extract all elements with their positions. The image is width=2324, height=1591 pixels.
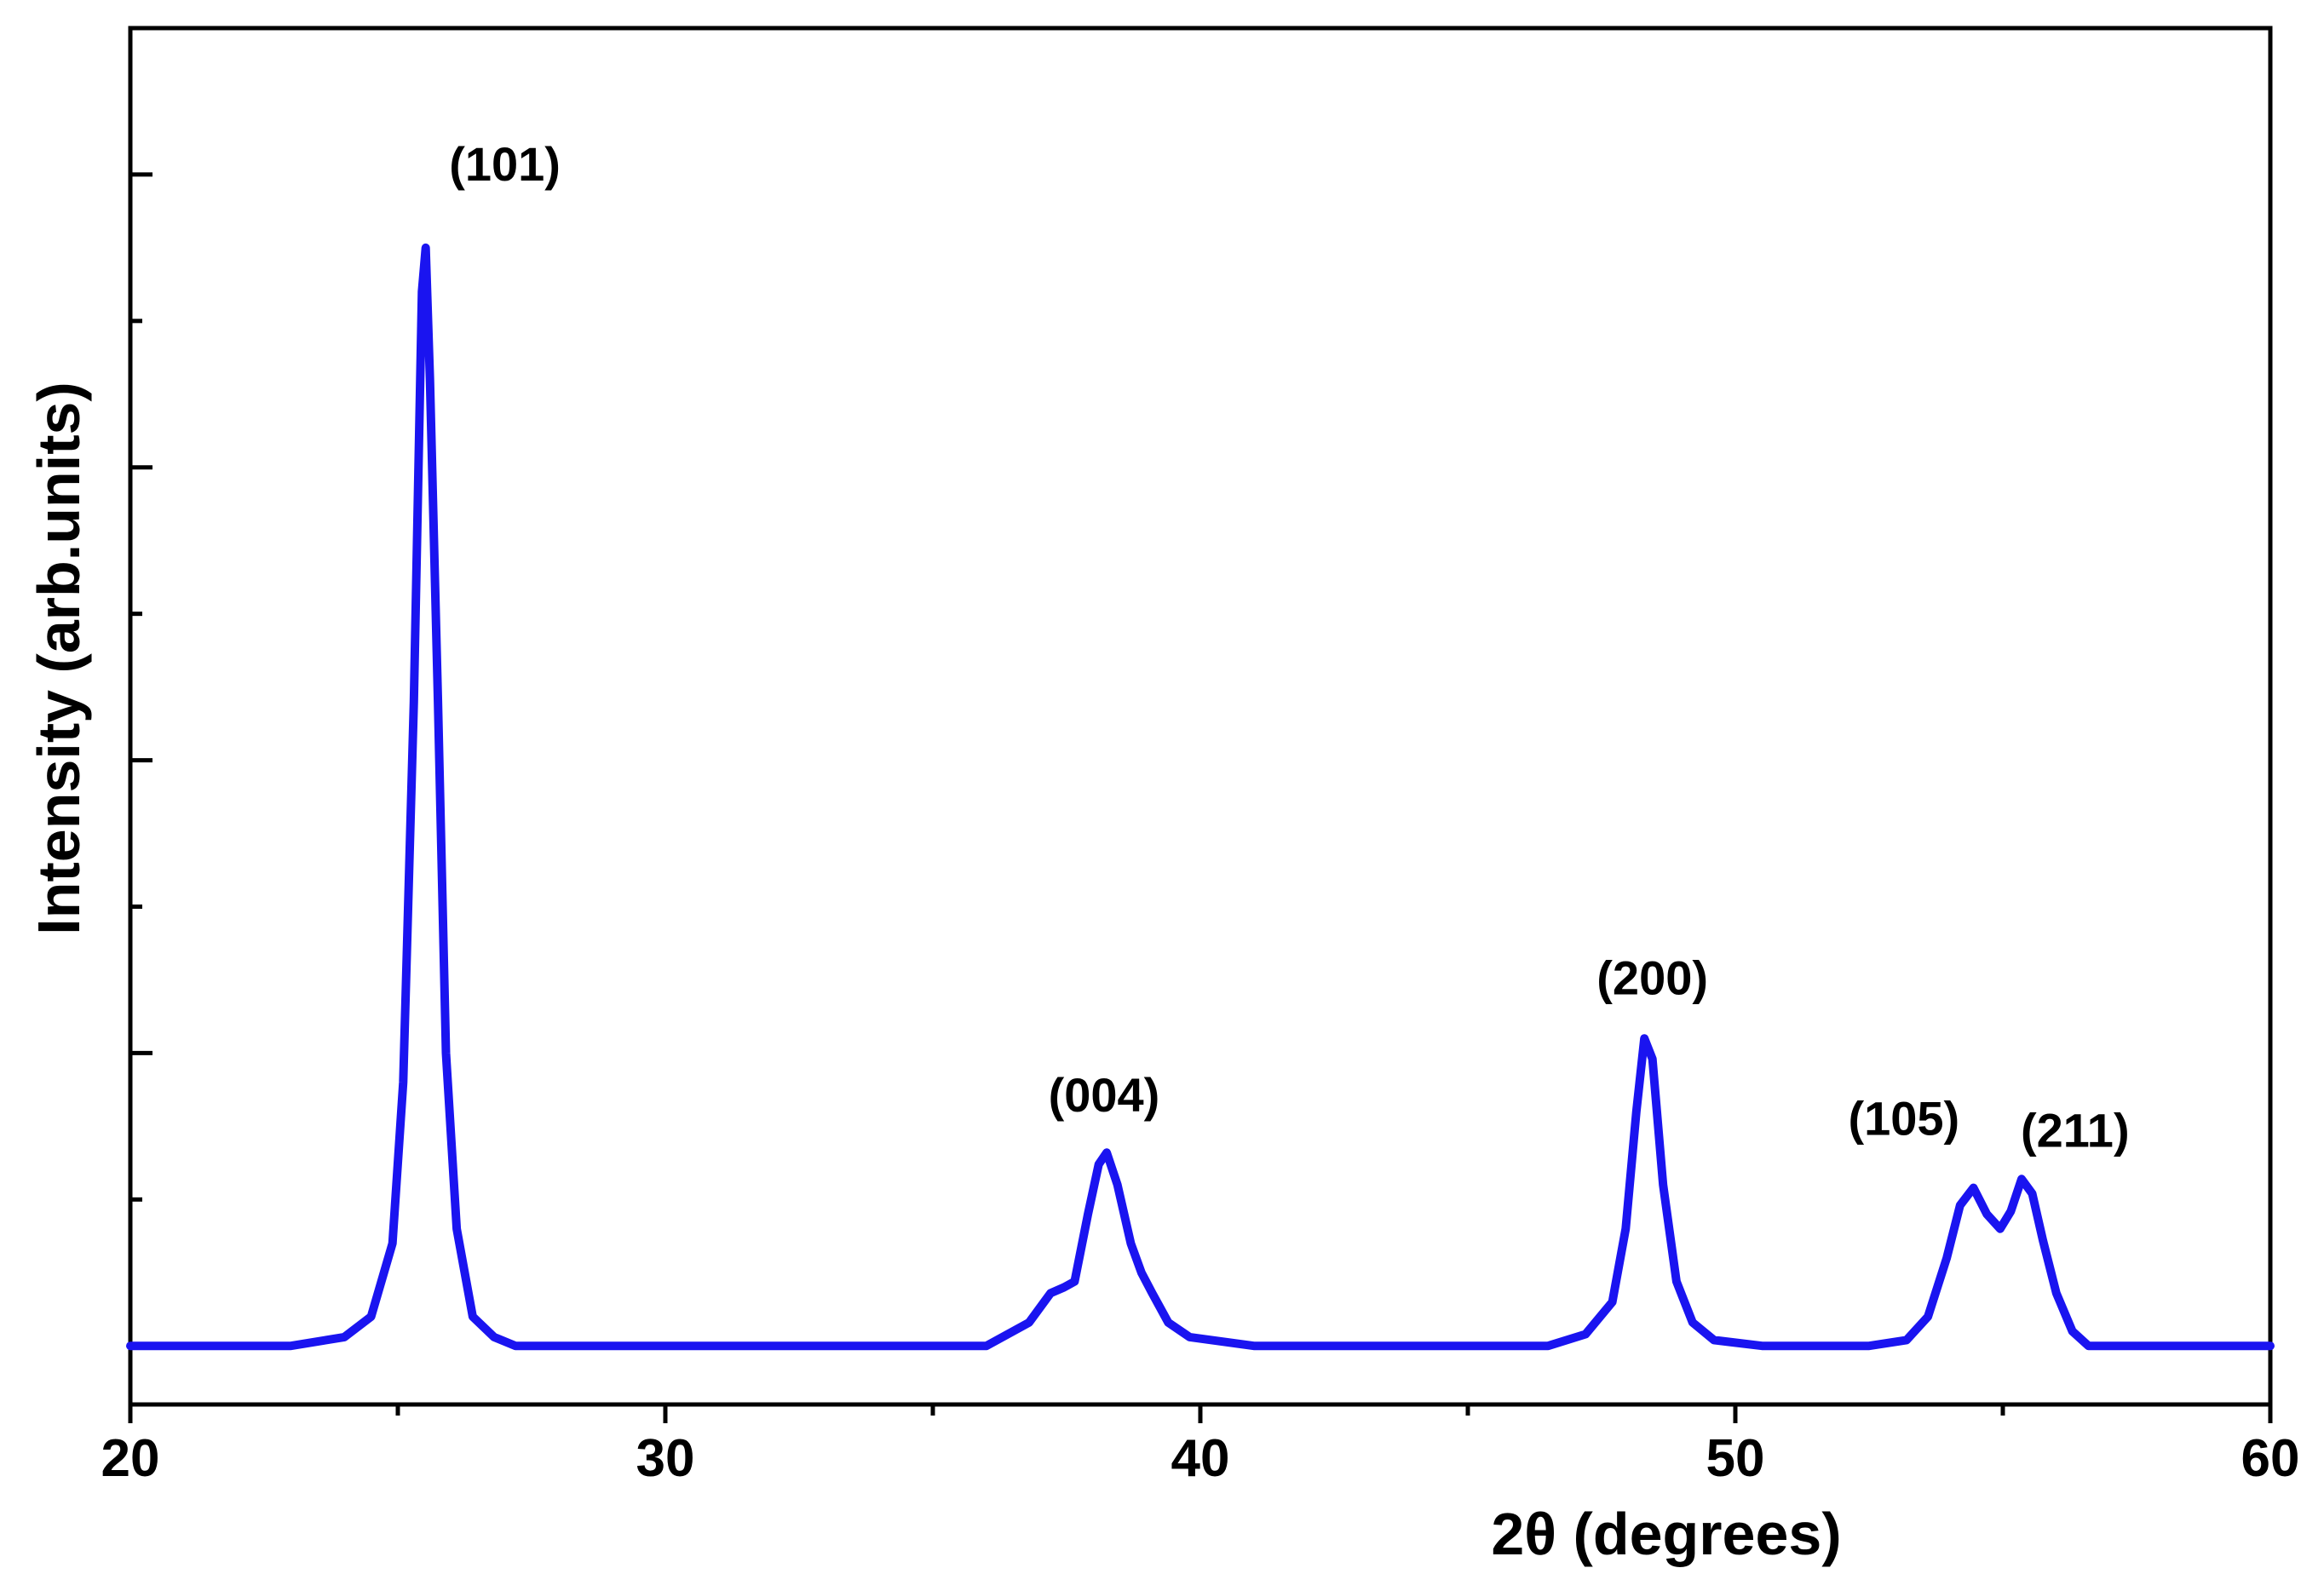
- x-axis-label: 2θ (degrees): [1491, 1501, 1841, 1567]
- y-axis-label: Intensity (arb.units): [26, 382, 92, 934]
- peak-label: (101): [449, 137, 561, 191]
- x-tick-labels: 20 30 40 50 60: [101, 1429, 2300, 1488]
- peak-label: (211): [2021, 1103, 2130, 1157]
- peak-label: (105): [1848, 1092, 1959, 1146]
- x-tick-label: 30: [636, 1429, 695, 1488]
- x-tick-label: 50: [1706, 1429, 1765, 1488]
- x-tick-label: 40: [1171, 1429, 1230, 1488]
- peak-label: (200): [1596, 951, 1708, 1005]
- x-tick-label: 60: [2241, 1429, 2300, 1488]
- xrd-series-line: [126, 243, 2275, 1351]
- peak-annotations: (101) (004) (200) (105) (211): [449, 137, 2129, 1157]
- peak-label: (004): [1049, 1068, 1160, 1122]
- x-tick-label: 20: [101, 1429, 160, 1488]
